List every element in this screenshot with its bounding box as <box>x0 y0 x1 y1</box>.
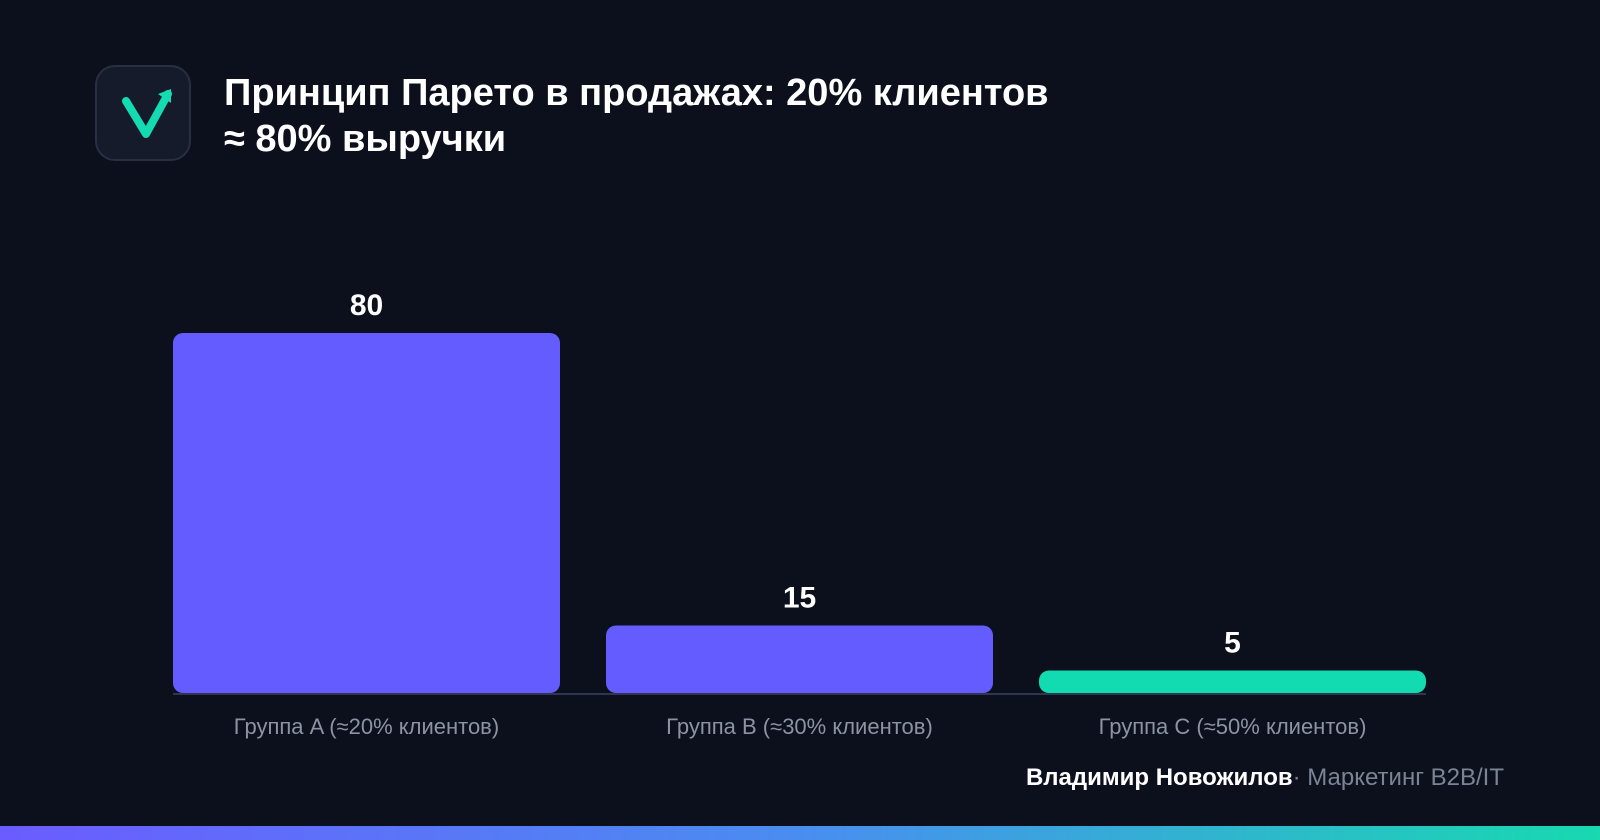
bar-2 <box>606 626 993 694</box>
data-label-1: 80 <box>350 289 383 322</box>
bottom-gradient-bar <box>0 826 1600 840</box>
footer-separator: · <box>1293 764 1308 791</box>
bar-1 <box>173 333 560 693</box>
data-label-2: 15 <box>783 582 816 615</box>
author-name: Владимир Новожилов <box>1026 764 1293 791</box>
bar-3 <box>1039 671 1426 694</box>
category-label-2: Группа B (≈30% клиентов) <box>666 714 933 739</box>
footer-credit: Владимир Новожилов· Маркетинг B2B/IT <box>1026 763 1504 793</box>
author-role: Маркетинг B2B/IT <box>1307 764 1504 791</box>
category-label-1: Группа A (≈20% клиентов) <box>234 714 499 739</box>
data-label-3: 5 <box>1224 627 1241 660</box>
category-label-3: Группа C (≈50% клиентов) <box>1099 714 1367 739</box>
